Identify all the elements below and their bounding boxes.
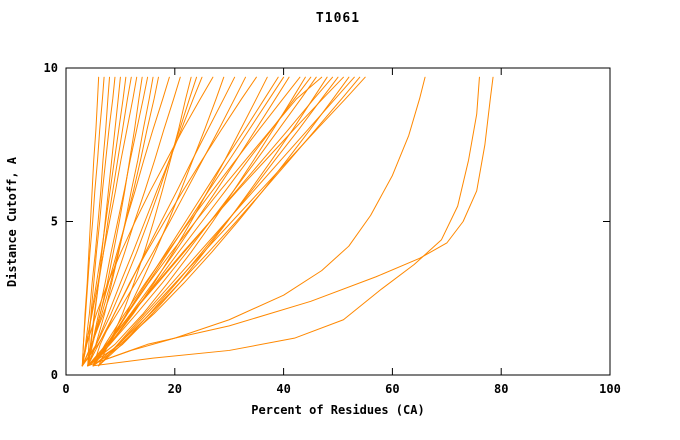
x-tick-label: 40	[276, 382, 290, 396]
model-curve	[81, 76, 138, 367]
model-curve	[87, 76, 170, 367]
model-curve	[81, 76, 198, 367]
y-tick-label: 5	[51, 215, 58, 229]
model-curve	[92, 76, 279, 367]
y-tick-label: 0	[51, 368, 58, 382]
model-curve	[81, 76, 247, 367]
model-curve	[81, 76, 105, 367]
y-tick-label: 10	[44, 61, 58, 75]
model-curve	[87, 76, 116, 367]
chart-title: T1061	[316, 11, 360, 26]
model-curve	[87, 76, 268, 367]
model-curve	[98, 76, 355, 367]
plot-border	[65, 67, 611, 376]
model-curve	[92, 76, 301, 367]
y-axis-label: Distance Cutoff, A	[5, 156, 19, 287]
model-curve	[81, 76, 111, 367]
axes-layer: 0 20 40 60 80 100 0 5 10	[44, 61, 621, 396]
x-tick-label: 80	[494, 382, 508, 396]
model-curve	[87, 76, 154, 367]
model-curve	[92, 76, 257, 367]
curves-layer	[81, 76, 494, 367]
model-curve	[92, 76, 480, 367]
x-tick-label: 100	[599, 382, 621, 396]
x-tick-label: 60	[385, 382, 399, 396]
model-curve	[87, 76, 494, 367]
x-tick-label: 0	[62, 382, 69, 396]
model-curve	[87, 76, 149, 367]
model-curve	[92, 76, 344, 367]
x-tick-label: 20	[168, 382, 182, 396]
model-curve	[92, 76, 285, 367]
x-axis-label: Percent of Residues (CA)	[251, 403, 424, 417]
model-curve	[87, 76, 121, 367]
model-curve	[98, 76, 366, 367]
model-curve	[92, 76, 361, 367]
model-curve	[87, 76, 203, 367]
model-curve	[87, 76, 350, 367]
model-curve	[92, 76, 225, 367]
model-curve	[81, 76, 143, 367]
